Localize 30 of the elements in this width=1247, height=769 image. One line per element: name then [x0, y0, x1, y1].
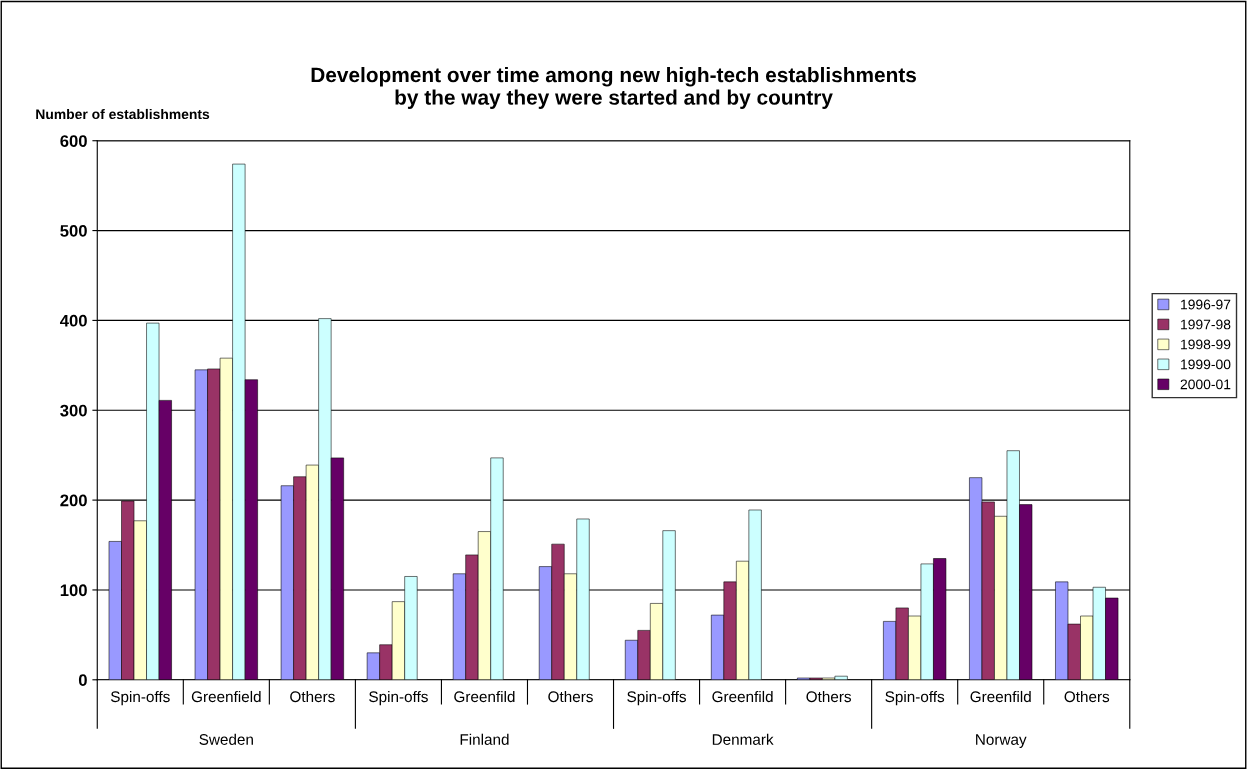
text: Denmark [712, 733, 774, 745]
x-tick-label: Greenfield [191, 690, 261, 703]
legend-label: 1999-00 [1181, 359, 1231, 370]
y-axis-title: Number of establishments [36, 108, 210, 120]
text: Norway [976, 734, 1027, 748]
legend-label: 1998-99 [1181, 339, 1231, 350]
legend-label: 1997-98 [1181, 319, 1231, 330]
y-tick-label: 300 [60, 404, 87, 417]
legend-label: 1996-97 [1181, 299, 1231, 310]
y-tick-label: 400 [59, 314, 87, 327]
y-tick-label: 200 [60, 494, 87, 507]
chart-title: Development over time among new high-tech establishments by the way they were started and by country [311, 66, 916, 109]
y-tick-label: 0 [78, 674, 87, 686]
y-tick-label: 500 [60, 224, 87, 237]
x-tick-label: Spin-offs [110, 690, 170, 706]
x-tick-label: Others [1064, 690, 1110, 703]
x-tick-label: Spin-offs [369, 690, 428, 706]
x-tick-label: Others [548, 690, 593, 703]
text: Sweden [199, 733, 253, 745]
y-tick-label: 100 [60, 584, 87, 597]
x-tick-label: Spin-offs [885, 690, 945, 706]
x-tick-label: Greenfild [970, 690, 1031, 703]
x-tick-label: Others [290, 690, 335, 703]
x-tick-label: Greenfild [454, 690, 515, 703]
x-tick-label: Spin-offs [627, 690, 687, 706]
text: Finland [460, 733, 509, 745]
x-tick-label: Greenfild [712, 690, 773, 703]
x-tick-label: Others [806, 690, 852, 703]
legend-label: 2000-01 [1180, 379, 1231, 390]
y-tick-label: 600 [60, 135, 87, 147]
